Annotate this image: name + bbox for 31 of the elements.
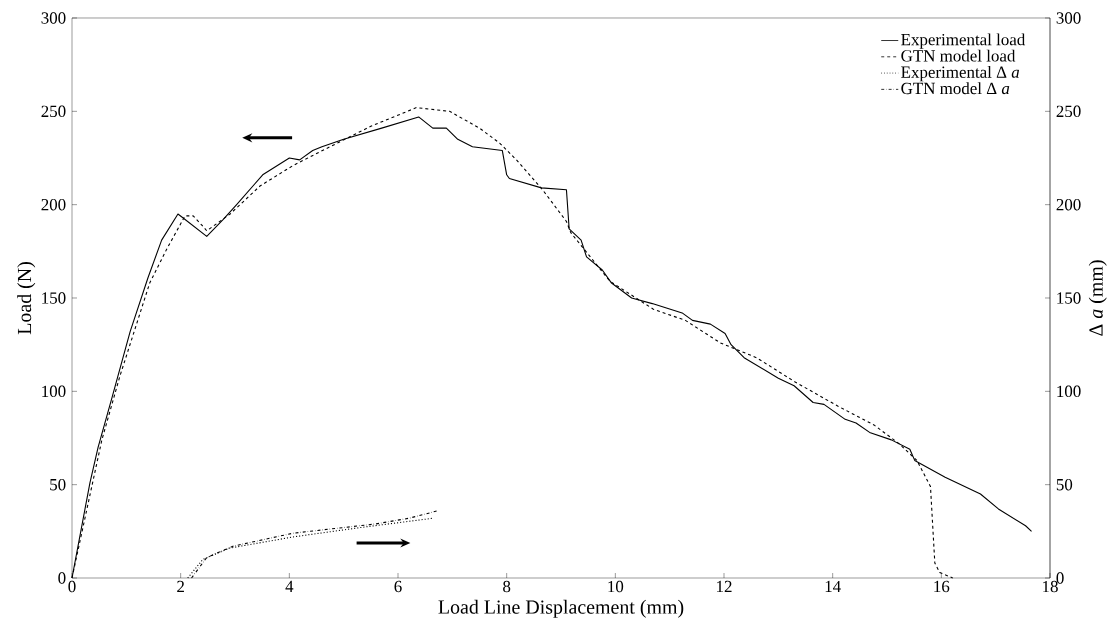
x-tick-label: 2 [177,580,184,593]
legend-label: GTN model load [901,49,1016,62]
y-tick-label: 100 [42,385,66,398]
x-tick-label: 14 [825,580,841,593]
y2-tick-label: 150 [1057,292,1081,304]
y-tick-label: 250 [41,105,66,118]
x-tick-label: 6 [394,580,402,593]
legend-label: Experimental Δ a [901,65,1020,82]
x-tick-label: 18 [1043,580,1058,593]
x-axis-title: Load Line Displacement (mm) [438,599,684,618]
y-axis-title: Load (N) [17,262,36,335]
y2-tick-label: 100 [1057,385,1081,398]
y-tick-label: 200 [41,198,66,211]
x-tick-label: 12 [717,580,732,593]
x-tick-label: 10 [608,580,624,593]
legend-label: Experimental load [901,33,1026,49]
x-tick-label: 4 [285,580,294,592]
y2-tick-label: 0 [1056,572,1064,584]
y-tick-label: 150 [42,292,66,304]
legend-label: GTN model Δ a [901,82,1010,95]
y2-tick-label: 250 [1056,105,1081,118]
y2-tick-label: 50 [1056,478,1073,491]
y2-tick-label: 200 [1056,198,1081,211]
y2-axis-title: Δ a (mm) [1088,260,1107,336]
y-tick-label: 300 [41,12,66,24]
y-tick-label: 50 [50,478,66,491]
x-tick-label: 8 [503,580,511,593]
y2-tick-label: 300 [1056,12,1081,24]
x-tick-label: 0 [68,580,76,593]
y-tick-label: 0 [58,572,66,584]
x-tick-label: 16 [934,580,950,593]
